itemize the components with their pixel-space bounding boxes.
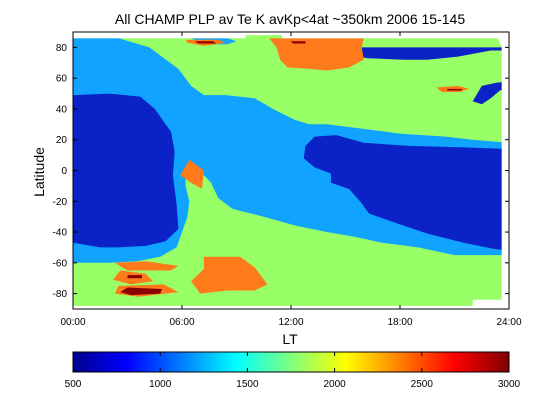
x-tick-label: 24:00 — [496, 317, 521, 328]
colorbar-tick-label: 500 — [65, 379, 82, 390]
colorbar: 500 1000 1500 2000 2500 3000 — [65, 351, 521, 390]
heatmap-plot-area: 00:00 06:00 12:00 18:00 24:00 -80 -60 -40 -20 0 2… — [53, 31, 522, 328]
x-tick-label: 06:00 — [169, 317, 194, 328]
y-tick-label: 20 — [56, 135, 68, 146]
contour-region-night-trough — [472, 81, 509, 105]
y-tick-label: -40 — [53, 228, 68, 239]
contour-region-hot-spots — [120, 287, 162, 296]
contour-region-night-trough — [341, 47, 509, 60]
contour-region-hot-spots — [291, 41, 306, 44]
contour-region-night-trough — [303, 135, 509, 251]
contour-region-warm-patches — [114, 261, 179, 271]
contour-region-warm-patches — [191, 256, 268, 294]
colorbar-tick-label: 2000 — [323, 379, 346, 390]
x-axis-ticks: 00:00 06:00 12:00 18:00 24:00 — [60, 32, 522, 328]
colorbar-tick-label: 3000 — [498, 379, 521, 390]
y-tick-label: 40 — [56, 104, 68, 115]
contour-region-night-trough — [73, 93, 179, 248]
y-tick-label: -20 — [53, 197, 68, 208]
x-tick-label: 18:00 — [387, 317, 412, 328]
colorbar-tick-label: 1500 — [236, 379, 259, 390]
colorbar-ticks: 500 1000 1500 2000 2500 3000 — [65, 352, 521, 390]
colorbar-tick-label: 2500 — [411, 379, 434, 390]
x-tick-label: 00:00 — [60, 317, 85, 328]
y-tick-label: 60 — [56, 74, 68, 85]
y-tick-label: -60 — [53, 258, 68, 269]
colorbar-gradient — [72, 351, 510, 373]
contour-region-hot-spots — [127, 275, 142, 279]
contour-region-warm-patches — [269, 38, 364, 71]
x-axis-label: LT — [282, 331, 298, 347]
x-tick-label: 12:00 — [278, 317, 303, 328]
y-axis-label: Latitude — [31, 147, 47, 197]
y-axis-ticks: -80 -60 -40 -20 0 20 40 60 80 — [53, 43, 509, 300]
chart-title: All CHAMP PLP av Te K avKp<4at ~350km 20… — [115, 11, 465, 27]
y-tick-label: -80 — [53, 289, 68, 300]
contour-region-warm-patches — [180, 159, 204, 189]
contour-region-hot-spots — [447, 88, 462, 91]
contour-region-hot-spots — [194, 41, 217, 44]
colorbar-tick-label: 1000 — [149, 379, 172, 390]
contour-region-no-data — [496, 35, 509, 309]
y-tick-label: 80 — [56, 43, 68, 54]
contour-region-no-data — [472, 299, 509, 306]
y-tick-label: 0 — [61, 166, 67, 177]
contour-regions — [73, 32, 509, 309]
